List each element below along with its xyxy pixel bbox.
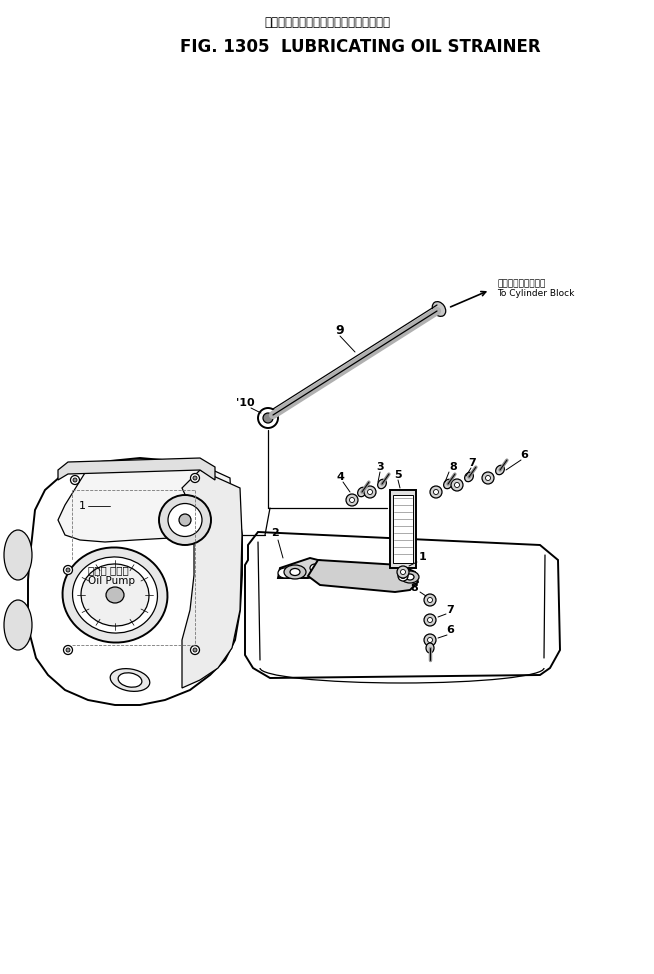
Text: 8: 8	[449, 462, 457, 472]
Ellipse shape	[397, 566, 409, 578]
Ellipse shape	[428, 638, 432, 643]
Ellipse shape	[63, 566, 73, 575]
Polygon shape	[28, 458, 242, 705]
Ellipse shape	[290, 569, 300, 576]
Polygon shape	[182, 470, 242, 688]
Ellipse shape	[193, 648, 197, 652]
Ellipse shape	[400, 574, 405, 579]
Text: 6: 6	[520, 450, 528, 460]
Bar	[393, 495, 413, 563]
Ellipse shape	[346, 494, 358, 506]
Ellipse shape	[63, 547, 167, 643]
Text: 7: 7	[468, 458, 476, 468]
Ellipse shape	[111, 668, 150, 692]
Ellipse shape	[377, 479, 387, 489]
Ellipse shape	[190, 646, 199, 655]
Ellipse shape	[485, 475, 490, 480]
Ellipse shape	[193, 476, 197, 480]
Ellipse shape	[496, 466, 504, 474]
Text: 2: 2	[271, 528, 279, 538]
Ellipse shape	[63, 646, 73, 655]
Ellipse shape	[258, 408, 278, 428]
Text: FIG. 1305  LUBRICATING OIL STRAINER: FIG. 1305 LUBRICATING OIL STRAINER	[180, 38, 541, 56]
Text: オイル ポンプ: オイル ポンプ	[88, 565, 129, 575]
Text: 9: 9	[336, 323, 344, 336]
Text: 5: 5	[394, 470, 402, 480]
Bar	[390, 490, 416, 568]
Ellipse shape	[432, 302, 446, 317]
Ellipse shape	[71, 475, 80, 484]
Ellipse shape	[443, 479, 453, 489]
Polygon shape	[58, 462, 232, 542]
Ellipse shape	[284, 565, 306, 579]
Ellipse shape	[368, 490, 373, 495]
Text: シリンダブロックへ: シリンダブロックへ	[497, 280, 545, 288]
Polygon shape	[308, 560, 418, 592]
Ellipse shape	[428, 597, 432, 603]
Text: 1: 1	[78, 501, 86, 511]
Ellipse shape	[455, 482, 460, 488]
Ellipse shape	[73, 557, 158, 633]
Text: 6: 6	[446, 625, 454, 635]
Ellipse shape	[428, 618, 432, 622]
Ellipse shape	[179, 514, 191, 526]
Ellipse shape	[81, 564, 149, 626]
Ellipse shape	[73, 478, 77, 482]
Ellipse shape	[4, 530, 32, 580]
Ellipse shape	[349, 498, 354, 503]
Ellipse shape	[66, 568, 70, 572]
Ellipse shape	[451, 479, 463, 491]
Text: 4: 4	[336, 472, 344, 482]
Ellipse shape	[266, 414, 274, 422]
Text: To Cylinder Block: To Cylinder Block	[497, 288, 574, 297]
Ellipse shape	[424, 594, 436, 606]
Text: 3: 3	[376, 462, 384, 472]
Ellipse shape	[118, 673, 142, 688]
Text: 8: 8	[410, 583, 418, 593]
Ellipse shape	[401, 571, 419, 583]
Ellipse shape	[364, 486, 376, 498]
Text: ルーブリケーティングオイルストレーナ: ルーブリケーティングオイルストレーナ	[264, 16, 390, 29]
Ellipse shape	[398, 571, 408, 581]
Ellipse shape	[310, 564, 320, 572]
Ellipse shape	[358, 487, 366, 497]
Ellipse shape	[464, 472, 473, 482]
Ellipse shape	[434, 490, 438, 495]
Ellipse shape	[190, 473, 199, 482]
Text: Oil Pump: Oil Pump	[88, 576, 135, 586]
Ellipse shape	[400, 570, 405, 575]
Ellipse shape	[278, 568, 292, 578]
Ellipse shape	[406, 574, 414, 580]
Polygon shape	[58, 458, 215, 480]
Ellipse shape	[168, 504, 202, 537]
Ellipse shape	[424, 634, 436, 646]
Ellipse shape	[4, 600, 32, 650]
Ellipse shape	[430, 486, 442, 498]
Text: 1: 1	[419, 552, 427, 562]
Text: '10: '10	[235, 398, 254, 408]
Ellipse shape	[482, 472, 494, 484]
Ellipse shape	[263, 413, 273, 423]
Ellipse shape	[106, 587, 124, 603]
Polygon shape	[245, 532, 560, 678]
Ellipse shape	[66, 648, 70, 652]
Polygon shape	[278, 558, 326, 578]
Text: 7: 7	[446, 605, 454, 615]
Ellipse shape	[159, 495, 211, 545]
Ellipse shape	[426, 643, 434, 653]
Ellipse shape	[424, 614, 436, 626]
